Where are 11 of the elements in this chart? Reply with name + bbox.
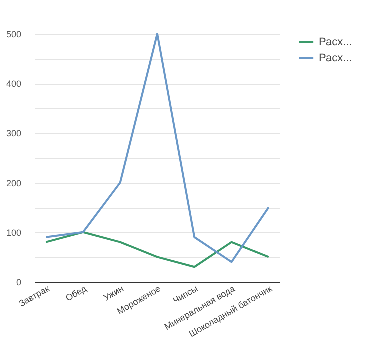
line-series [45, 231, 270, 268]
x-tick-label: Обед [64, 283, 89, 304]
y-tick-label: 100 [6, 228, 22, 238]
legend-label: Расх... [319, 52, 352, 64]
y-tick-label: 200 [6, 178, 22, 188]
y-tick-label: 300 [6, 128, 22, 139]
y-tick-label: 0 [16, 278, 22, 288]
legend-label: Расх... [319, 36, 352, 48]
line-series [45, 33, 270, 264]
y-tick-label: 400 [6, 79, 22, 90]
y-tick-label: 500 [6, 30, 22, 40]
